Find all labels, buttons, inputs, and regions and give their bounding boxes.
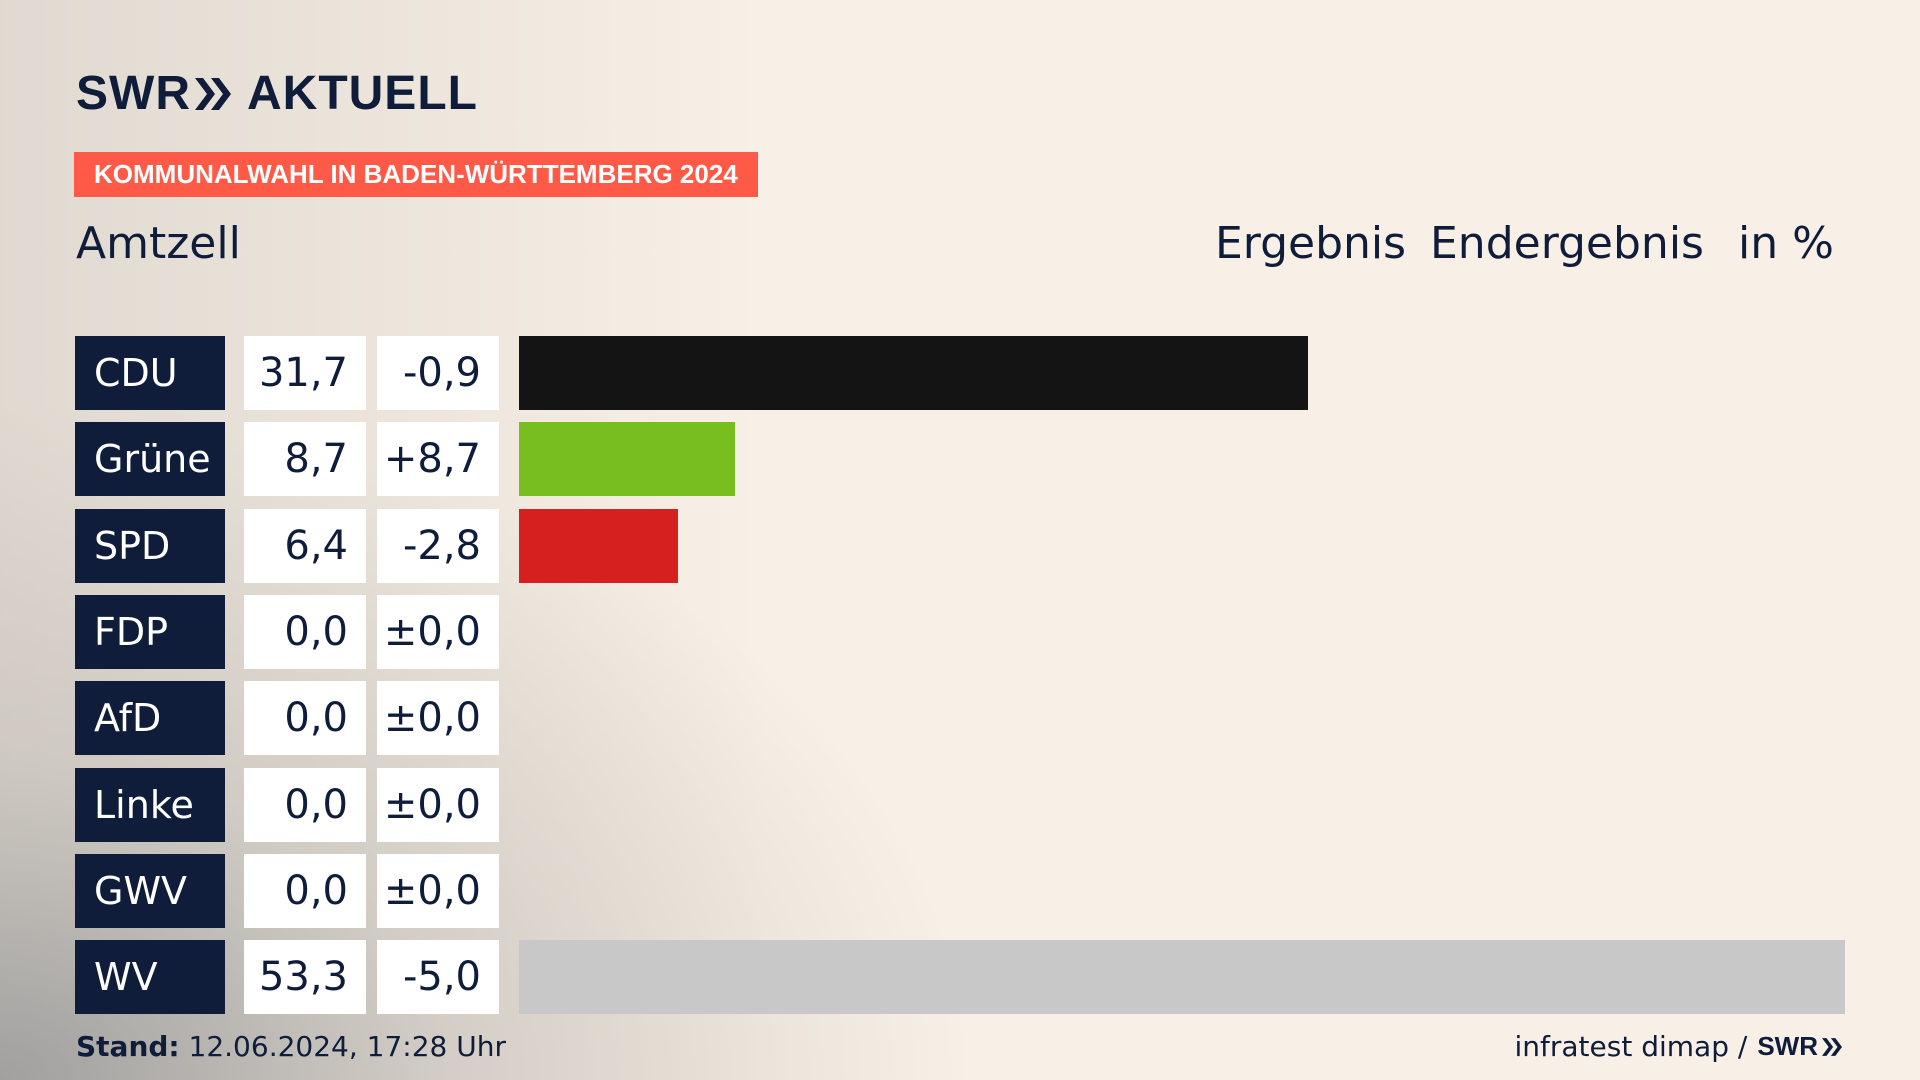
result-value: 0,0: [244, 767, 366, 842]
place-title: Amtzell: [76, 218, 241, 269]
result-value: 53,3: [244, 940, 366, 1015]
source-text: infratest dimap /: [1514, 1030, 1748, 1063]
result-bar: [519, 508, 679, 583]
result-value: 8,7: [244, 422, 366, 497]
result-value: 0,0: [244, 853, 366, 928]
timestamp: Stand: 12.06.2024, 17:28 Uhr: [76, 1030, 506, 1063]
result-diff: -2,8: [377, 508, 499, 583]
stand-value: 12.06.2024, 17:28 Uhr: [188, 1030, 506, 1063]
source-credit: infratest dimap / SWR: [1515, 1030, 1845, 1063]
result-diff: ±0,0: [377, 853, 499, 928]
source-brand-text: SWR: [1757, 1031, 1818, 1061]
header-status: Endergebnis: [1430, 218, 1704, 269]
logo-aktuell-text: AKTUELL: [246, 67, 478, 120]
logo-swr-text: SWR: [76, 67, 191, 120]
header-unit: in %: [1738, 218, 1834, 269]
result-diff: ±0,0: [377, 767, 499, 842]
party-label: WV: [75, 940, 225, 1015]
result-value: 6,4: [244, 508, 366, 583]
party-label: SPD: [75, 508, 225, 583]
party-label: Grüne: [75, 422, 225, 497]
result-bar: [519, 422, 736, 497]
party-label: GWV: [75, 853, 225, 928]
header-result: Ergebnis: [1215, 218, 1407, 269]
result-diff: ±0,0: [377, 681, 499, 756]
result-diff: +8,7: [377, 422, 499, 497]
result-value: 31,7: [244, 336, 366, 410]
result-bar: [519, 940, 1845, 1015]
result-value: 0,0: [244, 681, 366, 756]
party-label: FDP: [75, 594, 225, 669]
result-diff: ±0,0: [377, 594, 499, 669]
swr-aktuell-logo: SWR AKTUELL: [76, 66, 478, 121]
party-label: CDU: [75, 336, 225, 410]
party-label: AfD: [75, 681, 225, 756]
result-diff: -5,0: [377, 940, 499, 1015]
party-label: Linke: [75, 767, 225, 842]
election-badge: KOMMUNALWAHL IN BADEN-WÜRTTEMBERG 2024: [74, 152, 758, 197]
stand-label: Stand:: [76, 1030, 180, 1063]
result-bar: [519, 336, 1308, 410]
double-chevron-icon: [193, 76, 233, 112]
result-value: 0,0: [244, 594, 366, 669]
result-diff: -0,9: [377, 336, 499, 410]
swr-small-logo: SWR: [1757, 1031, 1844, 1062]
